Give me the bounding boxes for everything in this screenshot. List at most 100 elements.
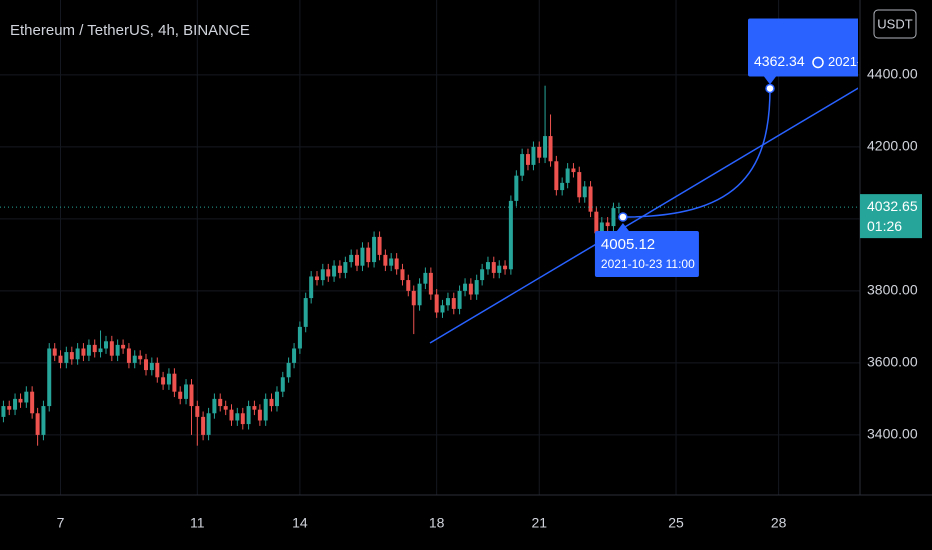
candle-body bbox=[35, 413, 40, 435]
annotation-pointer bbox=[764, 76, 776, 85]
candle-body bbox=[440, 305, 445, 313]
x-tick-label: 7 bbox=[57, 515, 65, 531]
candle-body bbox=[30, 391, 35, 414]
candle-body bbox=[508, 200, 513, 270]
candle-body bbox=[144, 359, 149, 371]
currency-button[interactable] bbox=[873, 9, 917, 39]
candle-body bbox=[292, 348, 297, 363]
x-tick-label: 18 bbox=[429, 515, 445, 531]
candle-body bbox=[543, 136, 548, 158]
candle-body bbox=[201, 416, 206, 435]
candle-body bbox=[104, 341, 109, 349]
candle-body bbox=[240, 413, 245, 425]
candle-body bbox=[212, 398, 217, 414]
candle-body bbox=[269, 398, 274, 407]
candle-body bbox=[337, 265, 342, 273]
candle-body bbox=[594, 211, 599, 234]
annotation-value: 4362.34 bbox=[754, 53, 805, 69]
candle-body bbox=[428, 272, 433, 295]
candle-body bbox=[41, 406, 46, 435]
currency-label[interactable]: USDT bbox=[877, 16, 912, 31]
candle-body bbox=[320, 269, 325, 281]
candle-body bbox=[571, 168, 576, 173]
candle-body bbox=[166, 373, 171, 385]
axes: 3400.003600.003800.004000.004200.004400.… bbox=[57, 66, 922, 531]
candle-body bbox=[252, 406, 257, 410]
candle-body bbox=[394, 258, 399, 270]
chart-title: Ethereum / TetherUS, 4h, BINANCE bbox=[10, 22, 250, 39]
candle-body bbox=[491, 262, 496, 273]
candle-body bbox=[69, 352, 74, 360]
plot-area: 4005.12 2021-10-23 11:00 4362.34 2021-10 bbox=[0, 18, 858, 446]
candle-body bbox=[389, 258, 394, 266]
y-tick-label: 3400.00 bbox=[867, 426, 918, 442]
candle-body bbox=[349, 254, 354, 263]
candle-body bbox=[13, 398, 18, 410]
candle-body bbox=[383, 254, 388, 266]
candle-body bbox=[309, 276, 314, 299]
candle-body bbox=[155, 362, 160, 378]
candle-body bbox=[58, 355, 63, 363]
candle-body bbox=[599, 222, 604, 234]
candle-body bbox=[189, 384, 194, 407]
candle-body bbox=[126, 348, 131, 363]
x-tick-label: 14 bbox=[292, 515, 308, 531]
candle-body bbox=[457, 290, 462, 309]
candle-body bbox=[503, 265, 508, 270]
candle-body bbox=[332, 265, 337, 277]
candle-body bbox=[531, 146, 536, 165]
candle-body bbox=[468, 283, 473, 295]
y-tick-label: 4400.00 bbox=[867, 66, 918, 82]
candle-body bbox=[616, 207, 621, 209]
candle-body bbox=[485, 262, 490, 270]
candle-body bbox=[445, 298, 450, 306]
candle-body bbox=[480, 269, 485, 281]
candle-body bbox=[611, 208, 616, 227]
candle-body bbox=[280, 377, 285, 392]
candle-body bbox=[565, 168, 570, 183]
candle-body bbox=[372, 236, 377, 263]
grid bbox=[0, 0, 860, 495]
candle-body bbox=[1, 406, 6, 417]
candle-body bbox=[577, 172, 582, 198]
candle-body bbox=[7, 406, 12, 410]
candle-body bbox=[47, 348, 52, 407]
candle-body bbox=[343, 262, 348, 273]
annotation-date: 2021-10-23 11:00 bbox=[601, 257, 695, 271]
candle-body bbox=[274, 391, 279, 407]
candle-body bbox=[109, 341, 114, 356]
candle-body bbox=[138, 355, 143, 360]
candle-body bbox=[206, 413, 211, 435]
candle-body bbox=[92, 344, 97, 353]
candle-body bbox=[178, 391, 183, 399]
candle-body bbox=[400, 269, 405, 281]
candle-body bbox=[257, 409, 262, 421]
candle-body bbox=[537, 146, 542, 158]
candle-body bbox=[115, 344, 120, 356]
candle-body bbox=[223, 406, 228, 410]
candle-body bbox=[263, 398, 268, 421]
candle-body bbox=[605, 222, 610, 227]
candle-body bbox=[582, 186, 587, 198]
candle-body bbox=[297, 326, 302, 349]
annotation-point bbox=[765, 83, 775, 94]
candle-body bbox=[411, 290, 416, 306]
y-tick-label: 3800.00 bbox=[867, 282, 918, 298]
candle-body bbox=[286, 362, 291, 378]
candle-body bbox=[417, 283, 422, 306]
candle-body bbox=[86, 344, 91, 356]
x-tick-label: 28 bbox=[771, 515, 787, 531]
candle-body bbox=[423, 272, 428, 284]
candle-body bbox=[497, 265, 502, 273]
candle-body bbox=[326, 269, 331, 277]
candle-body bbox=[377, 236, 382, 255]
y-tick-label: 4200.00 bbox=[867, 138, 918, 154]
candle-body bbox=[52, 348, 57, 356]
candle-body bbox=[235, 413, 240, 421]
clock-icon bbox=[812, 56, 824, 69]
y-tick-label: 3600.00 bbox=[867, 354, 918, 370]
candle-body bbox=[474, 280, 479, 295]
candle-body bbox=[554, 161, 559, 191]
